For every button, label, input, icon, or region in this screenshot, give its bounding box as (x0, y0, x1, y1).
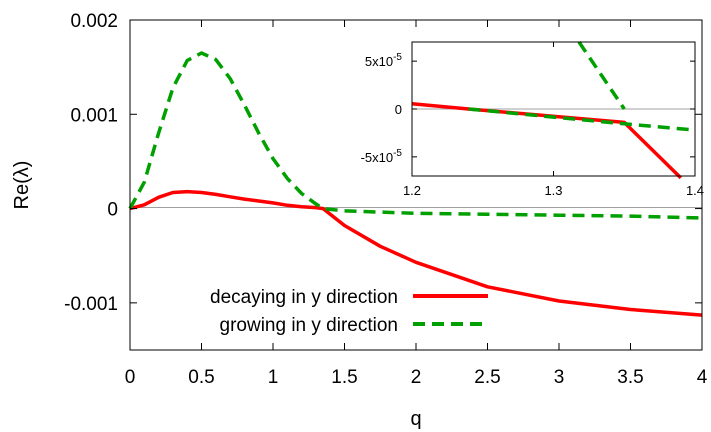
x-tick-label: 0 (125, 367, 136, 388)
x-tick-label: 2.5 (474, 367, 500, 388)
x-tick-label: 3 (554, 367, 565, 388)
x-tick-label: 3.5 (617, 367, 643, 388)
main-x-ticks: 0 0.5 1 1.5 2 2.5 3 3.5 4 (125, 20, 708, 388)
y-axis-label: Re(λ) (11, 161, 33, 210)
series-line-decaying (129, 189, 703, 317)
inset-series-group (411, 41, 696, 180)
inset-series-line-growing (577, 41, 626, 110)
x-tick-label: 1 (268, 367, 279, 388)
inset-plot: 1.2 1.3 1.4 5x10-5 0 -5x10-5 (361, 41, 704, 198)
x-axis-label: q (410, 408, 421, 430)
inset-y-tick-label: 5x10-5 (365, 52, 403, 69)
x-tick-label: 0.5 (188, 367, 214, 388)
inset-y-ticks: 5x10-5 0 -5x10-5 (361, 52, 695, 165)
x-tick-label: 4 (697, 367, 708, 388)
x-tick-label: 2 (411, 367, 422, 388)
main-series-group (128, 51, 703, 317)
main-plot: 0 0.5 1 1.5 2 2.5 3 3.5 4 0.002 0.001 0 -0.001 q Re… (11, 11, 708, 430)
x-tick-label: 1.5 (331, 367, 357, 388)
y-tick-label: 0 (107, 200, 118, 221)
legend: decaying in y direction growing in y dir… (210, 287, 488, 336)
inset-x-ticks: 1.2 1.3 1.4 (403, 42, 704, 198)
inset-y-tick-label: -5x10-5 (361, 148, 403, 165)
inset-x-tick-label: 1.3 (544, 183, 562, 198)
main-y-ticks: 0.002 0.001 0 -0.001 (64, 11, 702, 315)
series-line-growing (128, 51, 703, 220)
y-tick-label: 0.002 (70, 11, 118, 32)
inset-x-tick-label: 1.4 (686, 183, 704, 198)
inset-x-tick-label: 1.2 (403, 183, 421, 198)
legend-label-decaying: decaying in y direction (210, 287, 398, 308)
inset-y-tick-label: 0 (395, 102, 402, 117)
inset-series-line-growing (468, 107, 696, 132)
y-tick-label: 0.001 (70, 105, 118, 126)
y-tick-label: -0.001 (64, 294, 118, 315)
legend-label-growing: growing in y direction (220, 315, 398, 336)
